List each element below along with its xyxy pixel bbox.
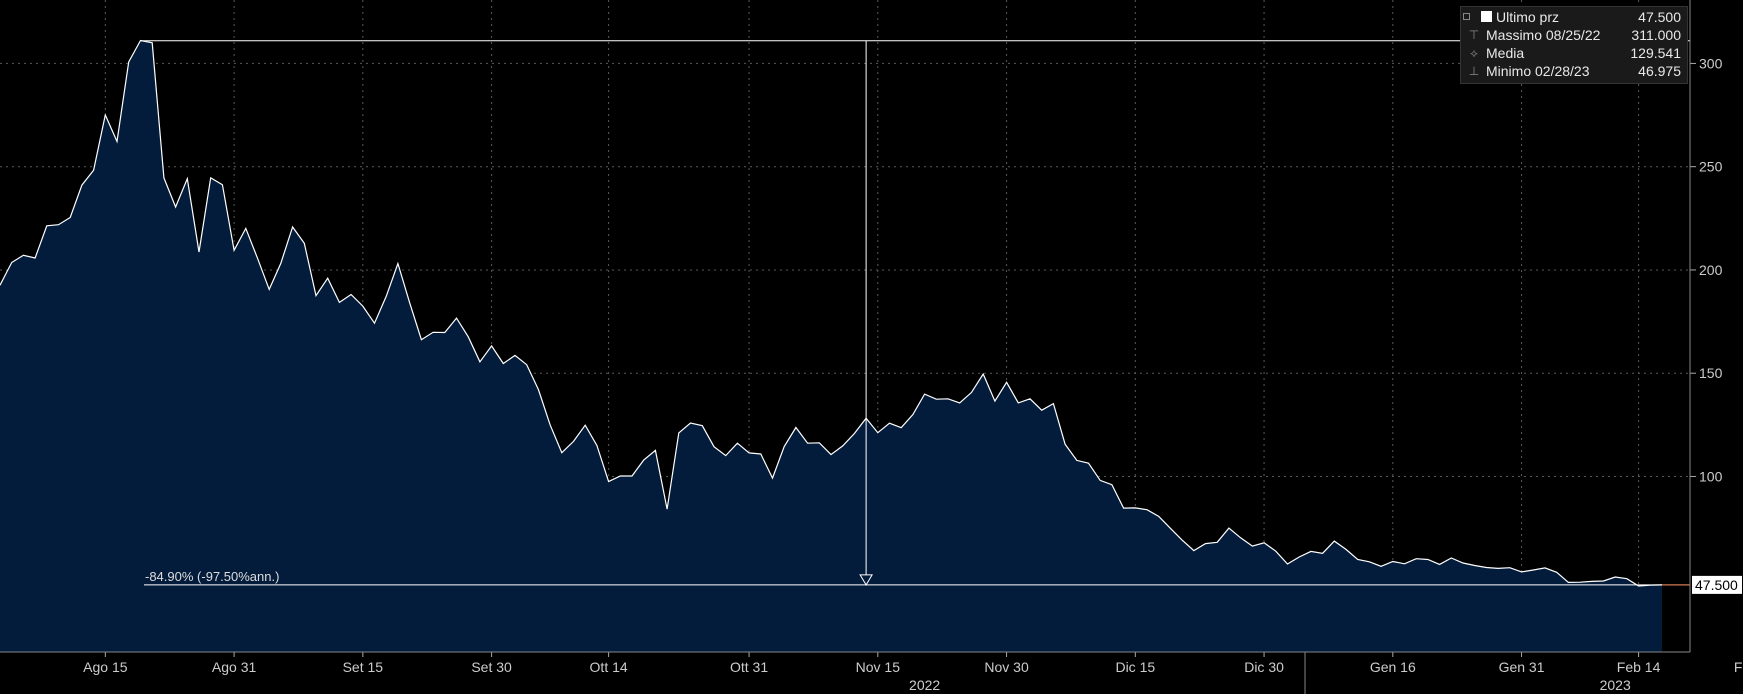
year-label: 2022 [909,677,940,693]
y-tick-label: 250 [1699,159,1723,175]
legend-row-min: ⊥ Minimo 02/28/23 46.975 [1467,62,1681,80]
legend-value: 311.000 [1631,27,1681,43]
arrow-head-icon [859,574,873,586]
y-tick-label: 300 [1699,55,1723,71]
price-area [0,40,1662,652]
min-marker-icon: ⊥ [1468,64,1480,78]
legend-label: Minimo 02/28/23 [1486,63,1590,79]
legend-value: 129.541 [1630,45,1681,61]
x-tick-label: Gen 16 [1370,659,1416,675]
legend-value: 46.975 [1638,63,1681,79]
x-tick-label: Ago 15 [83,659,128,675]
annotations: -84.90% (-97.50%ann.) [140,40,1690,586]
legend-row-last-price: Ultimo prz 47.500 [1463,8,1681,26]
legend-label: Media [1486,45,1525,61]
legend-value: 47.500 [1638,9,1681,25]
max-marker-icon: ⊤ [1468,28,1480,42]
legend-box: Ultimo prz 47.500 ⊤ Massimo 08/25/22 311… [1460,6,1688,84]
x-tick-label: Gen 31 [1499,659,1545,675]
x-tick-label: Dic 15 [1115,659,1155,675]
last-price-box [1692,575,1742,594]
y-axis: 100 150 200 250 300 47.500 [1689,0,1742,652]
x-tick-label: Ott 14 [590,659,628,675]
y-tick-label: 100 [1699,468,1723,484]
y-tick-label: 150 [1699,365,1723,381]
x-tick-label: Ago 31 [212,659,257,675]
x-tick-label: Feb 28 [1734,659,1743,675]
legend-row-average: ⟡ Media 129.541 [1467,44,1681,62]
x-tick-label: Ott 31 [730,659,768,675]
legend-label: Ultimo prz [1496,9,1560,25]
collapse-icon[interactable] [1463,13,1470,20]
price-line [0,39,1663,587]
year-label: 2023 [1600,677,1631,693]
legend-row-max: ⊤ Massimo 08/25/22 311.000 [1467,26,1681,44]
plot-area [0,39,1663,652]
average-icon: ⟡ [1470,46,1478,60]
x-tick-label: Nov 30 [984,659,1029,675]
x-tick-label: Dic 30 [1244,659,1284,675]
x-tick-label: Feb 14 [1617,659,1661,675]
x-tick-label: Nov 15 [856,659,901,675]
x-tick-label: Set 30 [471,659,512,675]
legend-label: Massimo 08/25/22 [1486,27,1601,43]
y-tick-label: 200 [1699,262,1723,278]
x-axis: Ago 15 Ago 31 Set 15 Set 30 Ott 14 Ott 31 Nov … [0,651,1743,694]
x-tick-label: Set 15 [343,659,384,675]
square-icon [1481,11,1492,22]
chart-grid [0,0,1690,652]
last-price-label: 47.500 [1695,577,1738,593]
change-label: -84.90% (-97.50%ann.) [145,569,279,584]
